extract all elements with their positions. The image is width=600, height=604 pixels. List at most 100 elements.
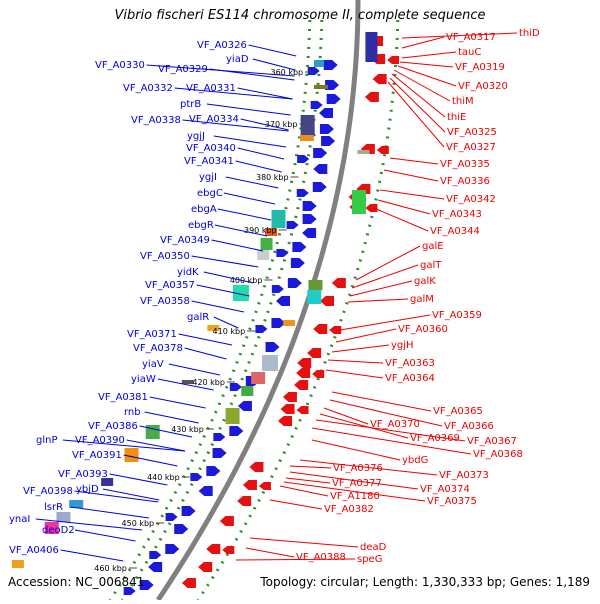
reverse-gene-label[interactable]: thiE	[447, 112, 466, 123]
forward-gene-label[interactable]: VF_A0332	[123, 83, 173, 94]
reverse-gene-label[interactable]: VF_A0320	[458, 81, 508, 92]
reverse-leader-line	[399, 61, 454, 68]
reverse-gene-glyph	[331, 278, 346, 288]
reverse-gene-label[interactable]: thiD	[519, 28, 540, 39]
forward-gene-label[interactable]: VF_A0350	[140, 251, 190, 262]
reverse-gene-label[interactable]: VF_A0317	[446, 32, 496, 43]
forward-gene-label[interactable]: galR	[187, 312, 209, 323]
reverse-gene-label[interactable]: VF_A0368	[473, 449, 523, 460]
reverse-gene-glyph	[237, 401, 252, 411]
forward-gene-label[interactable]: VF_A0331	[186, 83, 236, 94]
reverse-gene-label[interactable]: VF_A0342	[446, 194, 496, 205]
reverse-gene-label[interactable]: VF_A0366	[444, 421, 494, 432]
forward-leader-line	[123, 454, 178, 467]
reverse-gene-label[interactable]: VF_A0377	[332, 478, 382, 489]
forward-gene-label[interactable]: VF_A0358	[140, 296, 190, 307]
reverse-gene-label[interactable]: galK	[414, 276, 436, 287]
forward-gene-label[interactable]: ybjD	[76, 484, 99, 495]
forward-gene-label[interactable]: VF_A0390	[75, 435, 125, 446]
reverse-gene-glyph	[319, 108, 334, 118]
forward-gene-label[interactable]: VF_A0386	[88, 421, 138, 432]
reverse-gene-label[interactable]: VF_A0343	[432, 209, 482, 220]
reverse-gene-label[interactable]: VF_A0376	[333, 463, 383, 474]
reverse-gene-label[interactable]: speG	[357, 554, 382, 565]
forward-leader-line	[126, 439, 186, 452]
forward-gene-label[interactable]: VF_A0349	[160, 235, 210, 246]
forward-gene-label[interactable]: ygjJ	[187, 131, 205, 142]
reverse-gene-label[interactable]: VF_A0365	[433, 406, 483, 417]
reverse-gene-label[interactable]: ygjH	[391, 340, 414, 351]
forward-gene-label[interactable]: deoD2	[42, 525, 75, 536]
forward-gene-label[interactable]: ebgA	[191, 204, 217, 215]
reverse-gene-label[interactable]: ybdG	[402, 455, 428, 466]
forward-gene-label[interactable]: lsrR	[44, 502, 63, 513]
reverse-leader-line	[379, 189, 445, 200]
reverse-gene-label[interactable]: VF_A0373	[439, 470, 489, 481]
forward-gene-label[interactable]: VF_A0340	[186, 143, 236, 154]
reverse-gene-label[interactable]: VF_A0344	[430, 226, 480, 237]
forward-gene-label[interactable]: glnP	[36, 435, 58, 446]
forward-gene-label[interactable]: ptrB	[180, 99, 201, 110]
reverse-gene-label[interactable]: galE	[422, 241, 444, 252]
reverse-gene-label[interactable]: VF_A0375	[427, 496, 477, 507]
reverse-gene-label[interactable]: VF_A0369	[410, 433, 460, 444]
forward-gene-label[interactable]: VF_A0357	[145, 280, 195, 291]
forward-gene-label[interactable]: yidK	[177, 267, 199, 278]
forward-gene-label[interactable]: VF_A0326	[197, 40, 247, 51]
reverse-gene-label[interactable]: VF_A0367	[467, 436, 517, 447]
reverse-gene-label[interactable]: VF_A0336	[440, 176, 490, 187]
forward-gene-label[interactable]: VF_A0378	[133, 343, 183, 354]
reverse-gene-label[interactable]: galT	[420, 260, 442, 271]
reverse-gene-label[interactable]: tauC	[458, 47, 481, 58]
gc-content-block	[308, 280, 323, 290]
reverse-gene-label[interactable]: VF_A0335	[440, 159, 490, 170]
forward-leader-line	[60, 549, 124, 562]
forward-gene-label[interactable]: yiaD	[226, 54, 249, 65]
reverse-gene-label[interactable]: VF_A0360	[398, 324, 448, 335]
forward-gene-label[interactable]: VF_A0371	[127, 329, 177, 340]
reverse-gene-label[interactable]: VF_A0370	[370, 419, 420, 430]
forward-gene-label[interactable]: VF_A0341	[184, 156, 234, 167]
reverse-leader-line	[269, 499, 323, 510]
forward-gene-glyph	[174, 524, 189, 534]
reverse-gene-label[interactable]: VF_A0327	[446, 142, 496, 153]
forward-gene-label[interactable]: VF_A0381	[98, 392, 148, 403]
reverse-gene-label[interactable]: VF_A0319	[455, 62, 505, 73]
forward-gene-label[interactable]: VF_A0334	[189, 114, 239, 125]
forward-gene-label[interactable]: VF_A0398	[23, 486, 73, 497]
forward-leader-line	[191, 255, 259, 268]
forward-gene-label[interactable]: VF_A0330	[95, 60, 145, 71]
reverse-gene-label[interactable]: VF_A0382	[324, 504, 374, 515]
forward-gene-label[interactable]: VF_A0406	[9, 545, 59, 556]
forward-gene-label[interactable]: ynaI	[9, 514, 30, 525]
reverse-gene-label[interactable]: VF_A0363	[385, 358, 435, 369]
reverse-gene-glyph	[329, 326, 342, 334]
forward-gene-label[interactable]: ygjI	[199, 172, 217, 183]
gc-content-block	[260, 238, 273, 250]
forward-gene-label[interactable]: ebgC	[197, 188, 223, 199]
reverse-gene-label[interactable]: galM	[410, 294, 434, 305]
reverse-gene-label[interactable]: VF_A0325	[447, 127, 497, 138]
forward-gene-label[interactable]: VF_A0391	[72, 450, 122, 461]
reverse-leader-line	[283, 481, 426, 502]
reverse-gene-label[interactable]: VF_A0374	[420, 484, 470, 495]
reverse-gene-label[interactable]: thiM	[452, 96, 474, 107]
reverse-gene-label[interactable]: VF_A0359	[432, 310, 482, 321]
forward-gene-label[interactable]: VF_A0329	[158, 64, 208, 75]
reverse-gene-label[interactable]: VF_A1180	[330, 491, 380, 502]
forward-leader-line	[62, 439, 186, 452]
forward-gene-label[interactable]: yiaV	[142, 359, 164, 370]
forward-gene-label[interactable]: VF_A0338	[131, 115, 181, 126]
forward-gene-label[interactable]: VF_A0393	[58, 469, 108, 480]
forward-gene-label[interactable]: rnb	[124, 407, 141, 418]
forward-gene-label[interactable]: yiaW	[131, 374, 156, 385]
reverse-gene-glyph	[387, 56, 400, 64]
forward-gene-label[interactable]: ebgR	[188, 220, 214, 231]
reverse-gene-label[interactable]: VF_A0388	[296, 552, 346, 563]
forward-leader-line	[139, 425, 193, 438]
forward-leader-line	[225, 176, 279, 189]
reverse-gene-label[interactable]: VF_A0364	[385, 373, 435, 384]
forward-leader-line	[144, 411, 199, 424]
reverse-gene-label[interactable]: deaD	[360, 542, 387, 553]
forward-gene-glyph	[286, 221, 299, 229]
